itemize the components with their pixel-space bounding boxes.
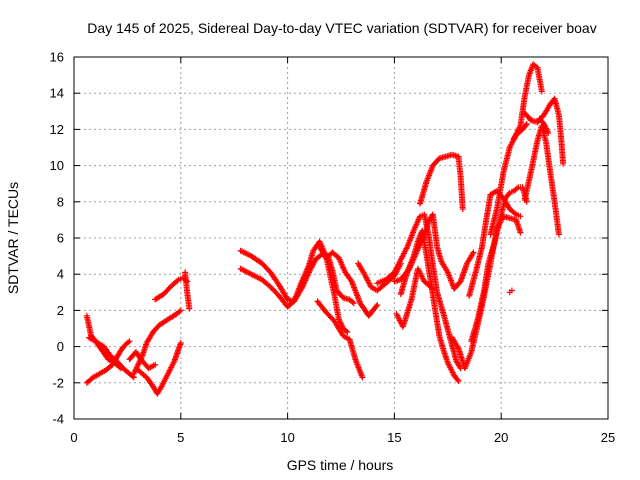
series-track-8 — [182, 269, 193, 312]
y-tick-label: 16 — [50, 50, 64, 65]
y-tick-label: 0 — [57, 339, 64, 354]
y-tick-label: 4 — [57, 267, 64, 282]
series-track-5 — [135, 340, 184, 397]
series-track-11 — [316, 244, 381, 319]
series-track-23 — [511, 61, 545, 142]
x-axis-title: GPS time / hours — [287, 457, 394, 473]
data-series — [83, 61, 567, 397]
series-track-12 — [314, 298, 366, 381]
series-track-10 — [237, 238, 351, 336]
x-tick-label: 15 — [387, 430, 401, 445]
series-track-27 — [506, 287, 515, 296]
x-tick-label: 0 — [70, 430, 77, 445]
series-track-6 — [126, 349, 159, 372]
series-track-26 — [536, 115, 552, 136]
series-track-24 — [521, 95, 567, 167]
axis-ticks: 0 5 10 15 20 25 -4 -2 0 2 4 6 8 10 12 14 16 — [50, 50, 616, 446]
y-tick-label: -2 — [52, 375, 64, 390]
y-tick-label: 12 — [50, 122, 64, 137]
x-tick-label: 25 — [601, 430, 615, 445]
x-tick-label: 5 — [177, 430, 184, 445]
y-tick-label: 2 — [57, 303, 64, 318]
y-tick-label: 14 — [50, 86, 64, 101]
series-track-20 — [468, 184, 530, 345]
series-track-16 — [391, 211, 477, 292]
plot-frame — [73, 56, 609, 420]
series-track-17 — [393, 265, 436, 330]
chart-title: Day 145 of 2025, Sidereal Day-to-day VTE… — [87, 20, 596, 36]
series-track-25 — [521, 122, 562, 238]
y-tick-label: 8 — [57, 194, 64, 209]
y-tick-label: -4 — [52, 412, 64, 427]
y-tick-label: 6 — [57, 231, 64, 246]
series-track-18 — [417, 151, 466, 212]
x-tick-label: 10 — [280, 430, 294, 445]
x-tick-label: 20 — [494, 430, 508, 445]
series-track-14 — [374, 211, 464, 372]
y-axis-title: SDTVAR / TECUs — [5, 182, 21, 294]
grid — [74, 57, 608, 419]
series-track-3 — [86, 334, 124, 372]
y-tick-label: 10 — [50, 158, 64, 173]
